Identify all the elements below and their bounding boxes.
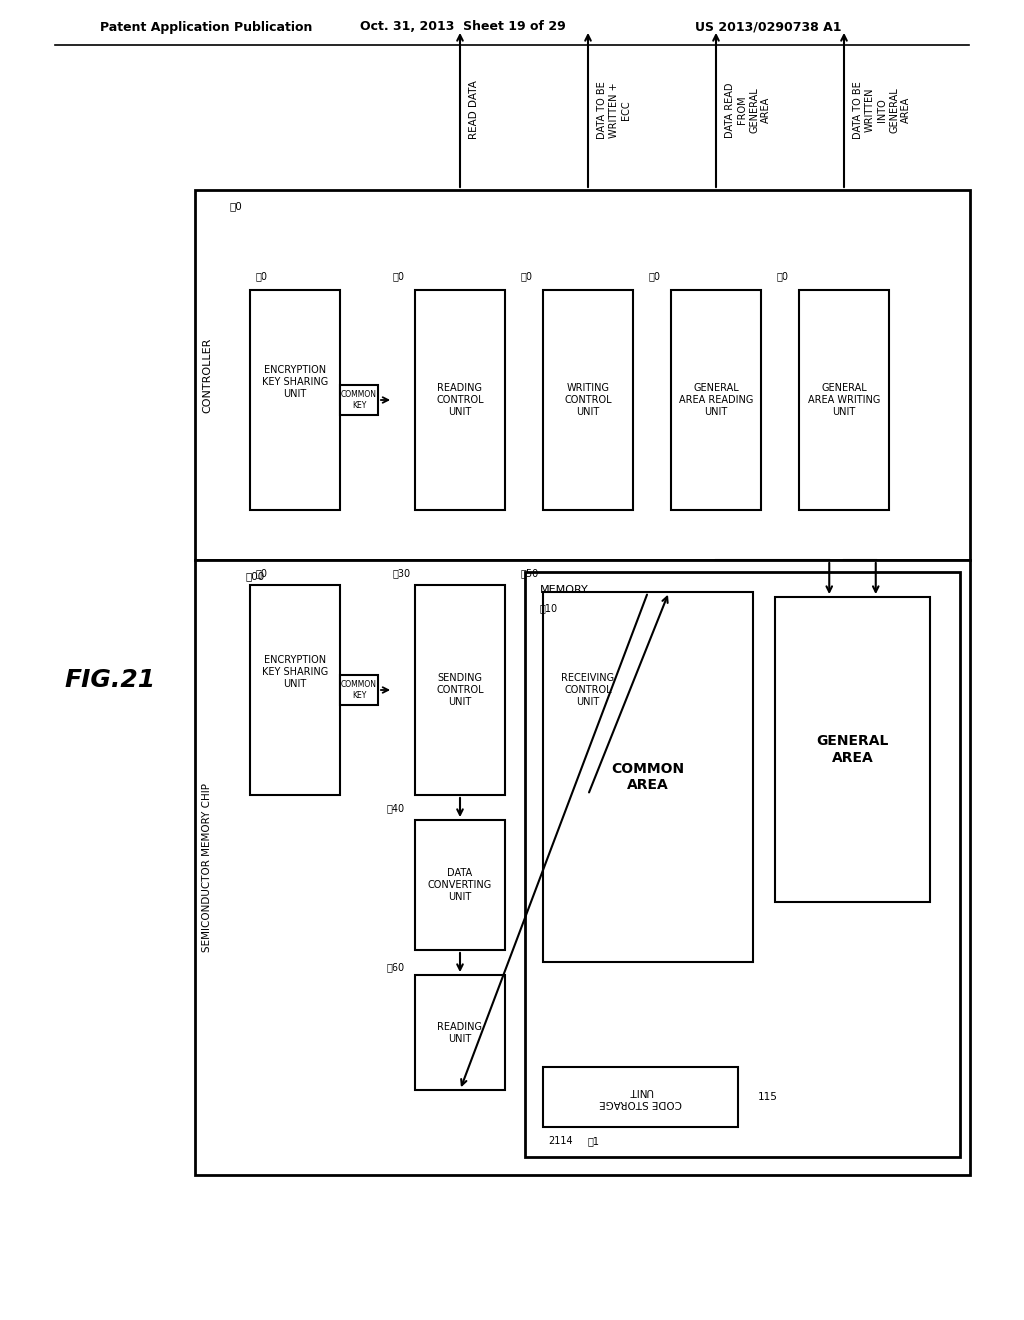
Text: 㰡10: 㰡10	[540, 603, 558, 612]
Text: 2114: 2114	[548, 1137, 572, 1146]
Text: FIG.21: FIG.21	[65, 668, 156, 692]
Text: US 2013/0290738 A1: US 2013/0290738 A1	[695, 21, 842, 33]
Text: 㰡60: 㰡60	[387, 962, 406, 972]
Text: DATA
CONVERTING
UNIT: DATA CONVERTING UNIT	[428, 869, 493, 902]
Text: ENCRYPTION
KEY SHARING
UNIT: ENCRYPTION KEY SHARING UNIT	[262, 655, 328, 689]
Text: SENDING
CONTROL
UNIT: SENDING CONTROL UNIT	[436, 673, 483, 708]
Bar	[415, 290, 505, 510]
Text: MEMORY: MEMORY	[540, 585, 589, 595]
Text: 㰡40: 㰡40	[387, 803, 406, 813]
Text: WRITING
CONTROL
UNIT: WRITING CONTROL UNIT	[564, 383, 611, 417]
Bar	[340, 675, 378, 705]
Text: READING
UNIT: READING UNIT	[437, 1022, 482, 1044]
Text: 㰒0: 㰒0	[256, 568, 268, 578]
Bar	[543, 1067, 738, 1127]
Text: 㰤0: 㰤0	[649, 271, 662, 281]
Text: 㰣0: 㰣0	[521, 271, 534, 281]
Text: 㰢0: 㰢0	[393, 271, 406, 281]
Bar	[195, 560, 970, 1175]
Text: 㰡50: 㰡50	[521, 568, 540, 578]
Text: RECEIVING
CONTROL
UNIT: RECEIVING CONTROL UNIT	[561, 673, 614, 708]
Bar	[250, 290, 340, 510]
Bar	[671, 290, 761, 510]
Bar	[799, 290, 889, 510]
Text: CODE STORAGE
UNIT: CODE STORAGE UNIT	[599, 1086, 682, 1107]
Bar	[525, 572, 961, 1158]
Text: 㰡0: 㰡0	[256, 271, 268, 281]
Text: Oct. 31, 2013  Sheet 19 of 29: Oct. 31, 2013 Sheet 19 of 29	[360, 21, 565, 33]
Bar	[250, 585, 340, 795]
Bar	[415, 975, 505, 1090]
Text: CONTROLLER: CONTROLLER	[202, 338, 212, 413]
Text: 㰥0: 㰥0	[777, 271, 790, 281]
Text: 115: 115	[758, 1092, 778, 1102]
Bar	[543, 290, 633, 510]
Bar	[543, 591, 753, 962]
Text: 㰡00: 㰡00	[245, 572, 264, 581]
Text: 㰠0: 㰠0	[230, 201, 243, 211]
Text: SEMICONDUCTOR MEMORY CHIP: SEMICONDUCTOR MEMORY CHIP	[202, 783, 212, 952]
Text: 㰡30: 㰡30	[393, 568, 411, 578]
Bar	[775, 597, 930, 902]
Text: READ DATA: READ DATA	[469, 81, 479, 140]
Bar	[415, 820, 505, 950]
Text: DATA TO BE
WRITTEN +
ECC: DATA TO BE WRITTEN + ECC	[597, 81, 631, 139]
Text: READING
CONTROL
UNIT: READING CONTROL UNIT	[436, 383, 483, 417]
Text: GENERAL
AREA WRITING
UNIT: GENERAL AREA WRITING UNIT	[808, 383, 881, 417]
Bar	[195, 190, 970, 560]
Bar	[340, 385, 378, 414]
Text: DATA TO BE
WRITTEN
INTO
GENERAL
AREA: DATA TO BE WRITTEN INTO GENERAL AREA	[853, 81, 911, 139]
Bar	[415, 585, 505, 795]
Text: GENERAL
AREA READING
UNIT: GENERAL AREA READING UNIT	[679, 383, 754, 417]
Text: GENERAL
AREA: GENERAL AREA	[816, 734, 889, 764]
Text: COMMON
AREA: COMMON AREA	[611, 762, 685, 792]
Text: DATA READ
FROM
GENERAL
AREA: DATA READ FROM GENERAL AREA	[725, 82, 771, 137]
Text: COMMON
KEY: COMMON KEY	[341, 680, 377, 700]
Text: ENCRYPTION
KEY SHARING
UNIT: ENCRYPTION KEY SHARING UNIT	[262, 366, 328, 399]
Text: Patent Application Publication: Patent Application Publication	[100, 21, 312, 33]
Bar	[543, 585, 633, 795]
Text: COMMON
KEY: COMMON KEY	[341, 391, 377, 411]
Text: 㰑1: 㰑1	[588, 1137, 600, 1146]
